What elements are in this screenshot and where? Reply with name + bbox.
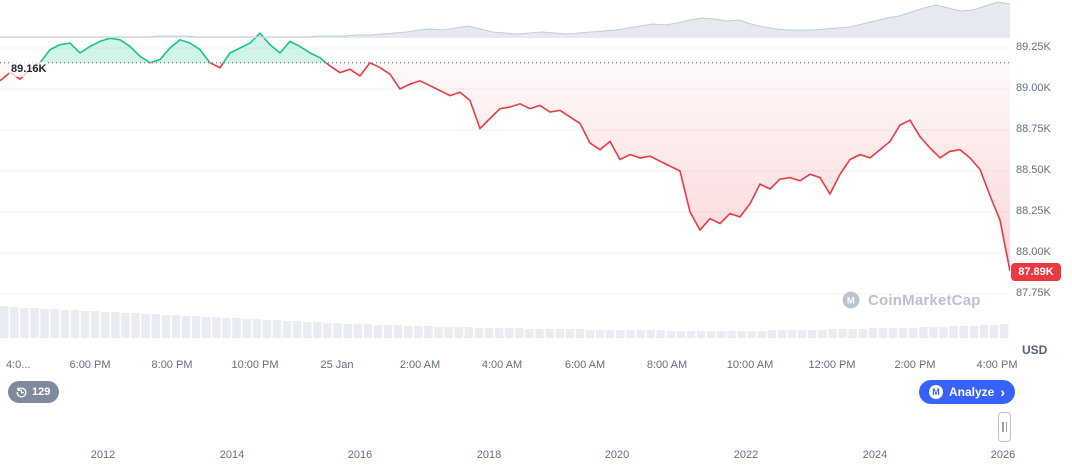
navigator-year-label: 2024 — [862, 449, 888, 461]
navigator-year-label: 2014 — [219, 449, 245, 461]
x-axis-tick-label: 6:00 AM — [564, 359, 606, 371]
navigator-year-label: 2026 — [990, 449, 1016, 461]
x-axis-tick-label: 6:00 PM — [69, 359, 111, 371]
analyze-label: Analyze — [949, 385, 995, 399]
navigator-year-label: 2020 — [604, 449, 630, 461]
x-axis-tick-label: 4:0... — [6, 359, 31, 371]
navigator-drag-handle[interactable] — [998, 412, 1011, 442]
navigator-year-label: 2016 — [347, 449, 373, 461]
current-price-badge: 87.89K — [1011, 263, 1061, 281]
history-count: 129 — [32, 386, 51, 398]
x-axis-tick-label: 2:00 AM — [399, 359, 441, 371]
history-icon — [16, 386, 27, 397]
x-axis-tick-label: 10:00 PM — [231, 359, 279, 371]
x-axis-tick-label: 25 Jan — [320, 359, 354, 371]
price-chart-plot[interactable] — [0, 0, 1010, 340]
svg-text:M: M — [847, 296, 855, 307]
x-axis-tick-label: 8:00 PM — [151, 359, 193, 371]
x-axis-tick-label: 8:00 AM — [646, 359, 688, 371]
x-axis-tick-label: 2:00 PM — [894, 359, 936, 371]
x-axis-tick-label: 10:00 AM — [726, 359, 774, 371]
currency-label: USD — [1022, 343, 1048, 357]
analyze-button[interactable]: M Analyze › — [919, 380, 1016, 404]
baseline-price-label: 89.16K — [9, 62, 49, 77]
navigator-year-label: 2022 — [733, 449, 759, 461]
x-axis-tick-label: 4:00 PM — [976, 359, 1018, 371]
navigator-year-label: 2012 — [90, 449, 116, 461]
coinmarketcap-logo-icon: M — [929, 385, 943, 399]
y-axis-tick-label: 88.25K — [1016, 205, 1051, 217]
y-axis-tick-label: 87.75K — [1016, 287, 1051, 299]
y-axis-tick-label: 89.00K — [1016, 82, 1051, 94]
chevron-right-icon: › — [1000, 383, 1006, 400]
coinmarketcap-watermark: M CoinMarketCap — [841, 290, 981, 310]
x-axis-tick-label: 4:00 AM — [481, 359, 523, 371]
y-axis-tick-label: 88.75K — [1016, 123, 1051, 135]
coinmarketcap-logo-icon: M — [842, 291, 860, 309]
history-count-badge[interactable]: 129 — [8, 381, 60, 403]
y-axis-tick-label: 88.00K — [1016, 246, 1051, 258]
y-axis-tick-label: 89.25K — [1016, 41, 1051, 53]
range-navigator[interactable] — [0, 0, 1010, 38]
navigator-year-label: 2018 — [476, 449, 502, 461]
x-axis-tick-label: 12:00 PM — [808, 359, 856, 371]
watermark-text: CoinMarketCap — [868, 291, 981, 309]
y-axis-tick-label: 88.50K — [1016, 164, 1051, 176]
